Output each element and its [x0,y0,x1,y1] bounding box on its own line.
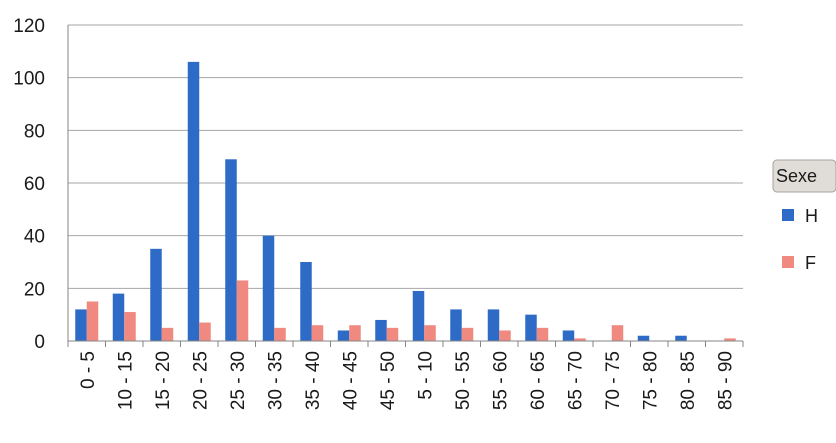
legend-swatch-f [782,256,794,268]
bar-f [424,325,436,341]
legend-title: Sexe [776,166,817,186]
bar-h [75,309,87,341]
bar-h [187,61,200,341]
x-tick-label: 10 - 15 [115,351,136,410]
bar-f [574,338,586,341]
x-tick-label: 70 - 75 [603,351,624,410]
gridlines [68,24,743,289]
x-tick-label: 45 - 50 [378,351,399,410]
bar-h [337,330,350,341]
x-tick-label: 30 - 35 [265,351,286,410]
x-tick-labels: 0 - 5 10 - 15 15 - 20 20 - 25 25 - 30 30 - 35… [78,351,737,410]
bar-h [525,314,537,341]
bar-h [562,330,575,341]
bar-f [199,322,211,341]
bar-h [225,159,237,341]
x-tick-label: 25 - 30 [228,351,249,410]
bar-f [349,325,361,341]
bar-f [724,338,736,341]
bar-f [274,327,286,341]
x-tick-label: 55 - 60 [490,351,511,410]
y-tick-label: 40 [24,227,45,248]
y-tick-label: 120 [13,16,45,37]
bar-f [124,312,136,341]
x-tick-label: 20 - 25 [190,351,211,410]
x-tick-label: 40 - 45 [340,351,361,410]
bar-f [311,325,324,341]
legend-label-h: H [805,206,818,226]
bar-f [536,327,549,341]
y-tick-label: 60 [24,174,45,195]
bar-f [236,280,249,341]
x-tick-label: 80 - 85 [678,351,699,410]
legend-swatch-h [782,209,794,221]
bars [75,61,736,341]
bar-f [86,301,99,341]
bar-h [450,309,462,341]
legend-title-box [772,159,836,193]
bar-f [499,330,511,341]
bar-f [386,327,399,341]
x-tick-label: 60 - 65 [528,351,549,410]
y-tick-label: 0 [34,332,45,353]
bar-h [150,248,162,341]
x-tick-label: 65 - 70 [565,351,586,410]
bar-h [637,335,650,341]
x-tick-label: 15 - 20 [153,351,174,410]
x-tick-label: 85 - 90 [715,351,736,410]
y-tick-label: 80 [24,121,45,142]
x-tick-label: 35 - 40 [303,351,324,410]
bar-h [675,335,687,341]
bar-h [262,235,275,341]
bar-h [300,262,312,341]
bar-f [461,327,474,341]
y-tick-labels: 0 20 40 60 80 100 120 [13,16,45,353]
bar-h [375,319,387,341]
x-tick-label: 75 - 80 [640,351,661,410]
axes [67,25,744,347]
bar-f [161,327,174,341]
legend-label-f: F [805,253,816,273]
bar-f [611,325,624,341]
bar-h [487,309,500,341]
legend: Sexe H F [772,159,836,273]
x-tick-label: 50 - 55 [453,351,474,410]
bar-h [112,293,125,341]
bar-h [412,290,425,341]
y-tick-label: 100 [13,69,45,90]
x-tick-label: 0 - 5 [78,351,99,389]
y-tick-label: 20 [24,279,45,300]
x-tick-label: 5 - 10 [415,351,436,400]
